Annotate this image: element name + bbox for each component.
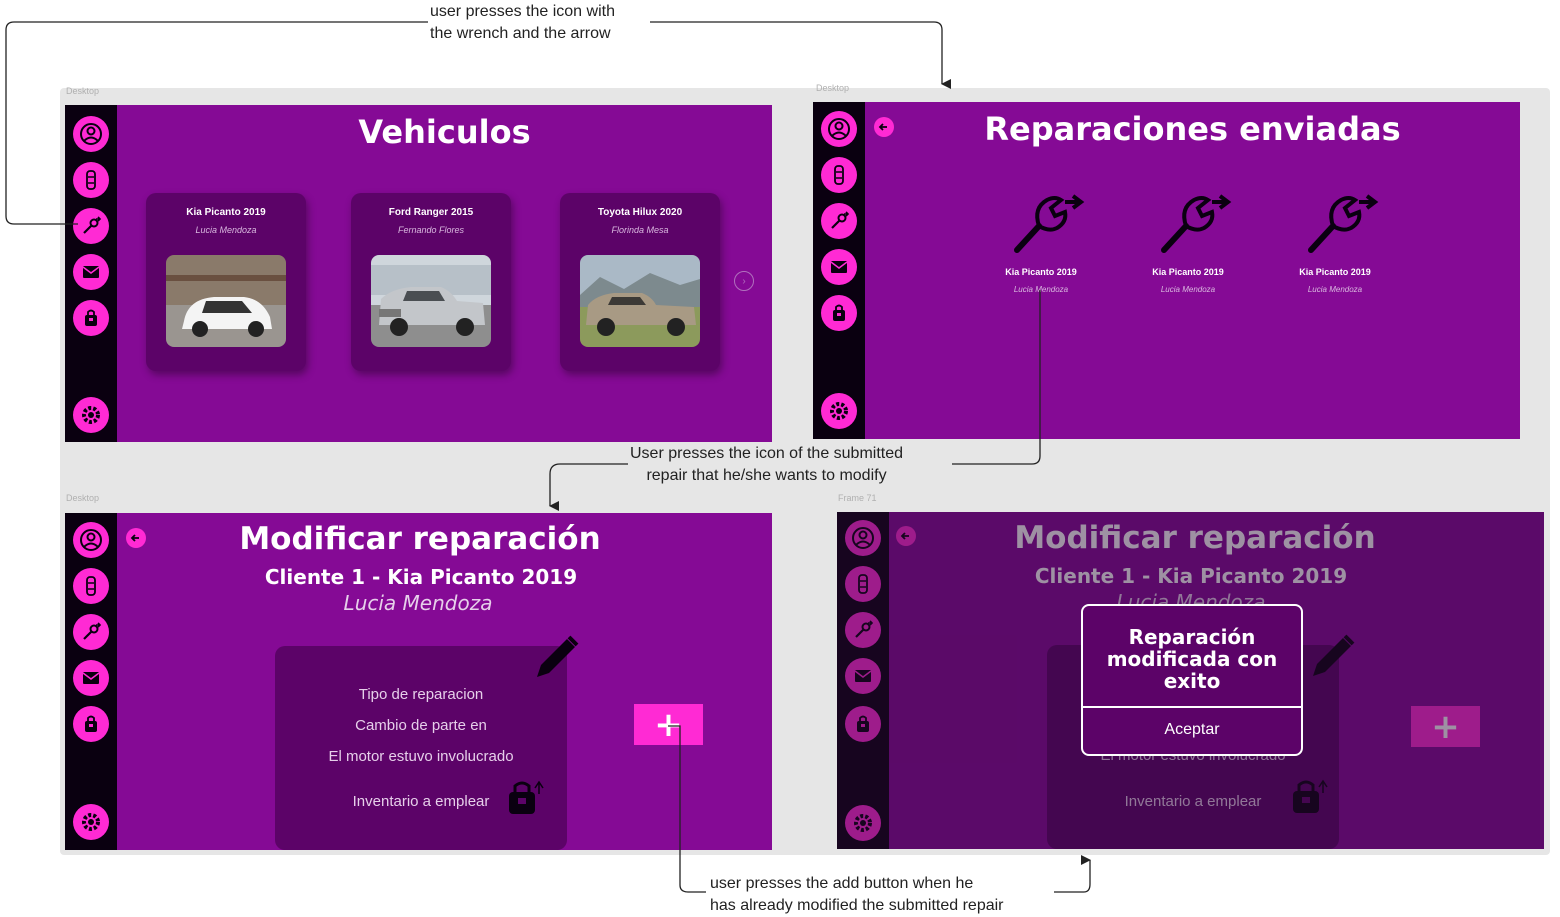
- vehicle-owner: Florinda Mesa: [611, 225, 669, 235]
- gear-icon[interactable]: [73, 804, 109, 840]
- edit-pencil-icon[interactable]: [1307, 632, 1357, 682]
- annotation-step-2: User presses the icon of the submitted re…: [630, 445, 904, 484]
- user-icon[interactable]: [845, 520, 881, 556]
- repair-detail-panel: Tipo de reparacion Cambio de parte en El…: [275, 646, 567, 850]
- back-arrow-icon[interactable]: [126, 528, 146, 548]
- sidebar: [65, 513, 117, 850]
- wrench-arrow-icon[interactable]: [821, 203, 857, 239]
- repair-owner: Lucia Mendoza: [1013, 285, 1069, 294]
- wrench-arrow-icon[interactable]: [73, 614, 109, 650]
- vehicle-photo: [580, 255, 700, 347]
- inventory-label: Inventario a emplear: [1124, 793, 1262, 810]
- inventory-icon[interactable]: [505, 778, 547, 818]
- dialog-divider: [1083, 706, 1301, 708]
- submitted-repair[interactable]: Kia Picanto 2019 Lucia Mendoza: [1280, 190, 1390, 294]
- inventory-icon[interactable]: [845, 706, 881, 742]
- page-title: Vehiculos: [358, 113, 531, 151]
- repair-description-line: El motor estuvo involucrado: [328, 748, 514, 765]
- back-arrow-icon[interactable]: [896, 526, 916, 546]
- inventory-icon[interactable]: [73, 300, 109, 336]
- mail-icon[interactable]: [73, 254, 109, 290]
- screen-vehiculos: Vehiculos Kia Picanto 2019 Lucia Mendoza…: [65, 105, 772, 442]
- repair-description-line: Cambio de parte en: [355, 717, 487, 734]
- sidebar: [65, 105, 117, 442]
- vehicle-owner: Lucia Mendoza: [195, 225, 257, 235]
- repair-owner: Lucia Mendoza: [1160, 285, 1216, 294]
- add-button[interactable]: +: [634, 704, 703, 745]
- gear-icon[interactable]: [845, 805, 881, 841]
- vehicle-model: Kia Picanto 2019: [186, 207, 266, 218]
- submitted-repair[interactable]: Kia Picanto 2019 Lucia Mendoza: [986, 190, 1096, 294]
- next-arrow-icon[interactable]: ›: [734, 271, 754, 291]
- client-heading: Cliente 1 - Kia Picanto 2019: [1034, 564, 1348, 588]
- submitted-repair[interactable]: Kia Picanto 2019 Lucia Mendoza: [1133, 190, 1243, 294]
- vehicle-photo: [371, 255, 491, 347]
- edit-pencil-icon[interactable]: [531, 633, 581, 683]
- vehicle-model: Ford Ranger 2015: [388, 207, 474, 218]
- gear-icon[interactable]: [73, 397, 109, 433]
- screen-reparaciones: Reparaciones enviadas Kia Picanto 2019 L…: [813, 102, 1520, 439]
- back-arrow-icon[interactable]: [874, 117, 894, 137]
- client-heading: Cliente 1 - Kia Picanto 2019: [264, 565, 578, 589]
- repair-model: Kia Picanto 2019: [1152, 267, 1224, 277]
- wrench-arrow-icon[interactable]: [845, 612, 881, 648]
- vehicle-card[interactable]: Ford Ranger 2015 Fernando Flores: [351, 193, 511, 371]
- vehicle-card[interactable]: Toyota Hilux 2020 Florinda Mesa: [560, 193, 720, 371]
- car-icon[interactable]: [821, 157, 857, 193]
- vehicle-model: Toyota Hilux 2020: [597, 207, 683, 218]
- frame-label: Desktop: [66, 493, 100, 503]
- page-title: Reparaciones enviadas: [984, 110, 1401, 148]
- frame-label: Frame 71: [838, 493, 877, 503]
- wrench-arrow-icon[interactable]: [73, 208, 109, 244]
- frame-label: Desktop: [816, 83, 850, 93]
- client-owner: Lucia Mendoza: [343, 591, 493, 615]
- page-title: Modificar reparación: [239, 521, 601, 557]
- accept-button[interactable]: Aceptar: [1164, 721, 1220, 738]
- success-dialog: Reparación modificada con exito Aceptar: [1081, 604, 1303, 756]
- screen-modificar: Modificar reparación Cliente 1 - Kia Pic…: [65, 513, 772, 850]
- repair-owner: Lucia Mendoza: [1307, 285, 1363, 294]
- inventory-label: Inventario a emplear: [352, 793, 490, 810]
- user-icon[interactable]: [821, 111, 857, 147]
- screen-modificar-dialog: Modificar reparación Cliente 1 - Kia Pic…: [837, 512, 1544, 849]
- repair-model: Kia Picanto 2019: [1299, 267, 1371, 277]
- inventory-icon[interactable]: [73, 706, 109, 742]
- user-icon[interactable]: [73, 522, 109, 558]
- wrench-arrow-icon: [1308, 194, 1379, 253]
- mail-icon[interactable]: [845, 658, 881, 694]
- add-button[interactable]: +: [1411, 706, 1480, 747]
- wrench-arrow-icon: [1014, 194, 1085, 253]
- inventory-icon[interactable]: [821, 295, 857, 331]
- mail-icon[interactable]: [73, 660, 109, 696]
- mail-icon[interactable]: [821, 249, 857, 285]
- sidebar: [813, 102, 865, 439]
- sidebar: [837, 512, 889, 849]
- dialog-message: Reparación modificada con exito: [1106, 625, 1278, 693]
- frame-label: Desktop: [66, 86, 100, 96]
- page-title: Modificar reparación: [1014, 520, 1376, 556]
- vehicle-card[interactable]: Kia Picanto 2019 Lucia Mendoza: [146, 193, 306, 371]
- car-icon[interactable]: [845, 566, 881, 602]
- gear-icon[interactable]: [821, 393, 857, 429]
- car-icon[interactable]: [73, 162, 109, 198]
- vehicle-photo: [166, 255, 286, 347]
- user-icon[interactable]: [73, 116, 109, 152]
- annotation-step-1: user presses the icon with the wrench and…: [430, 3, 615, 42]
- repair-type-label: Tipo de reparacion: [358, 686, 484, 703]
- vehicle-owner: Fernando Flores: [397, 225, 465, 235]
- inventory-icon[interactable]: [1289, 777, 1331, 817]
- annotation-step-3: user presses the add button when he has a…: [710, 875, 1004, 914]
- repair-model: Kia Picanto 2019: [1005, 267, 1077, 277]
- car-icon[interactable]: [73, 568, 109, 604]
- wrench-arrow-icon: [1161, 194, 1232, 253]
